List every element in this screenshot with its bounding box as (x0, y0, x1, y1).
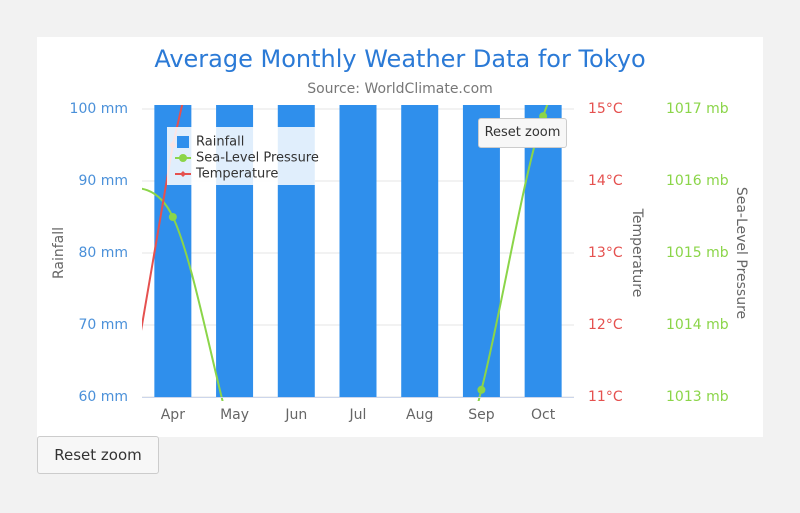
chart-subtitle: Source: WorldClimate.com (307, 81, 493, 97)
legend-label: Rainfall (196, 135, 244, 150)
y2-tick-label: 11°C (588, 389, 623, 405)
legend-symbol (177, 136, 189, 148)
chart-title: Average Monthly Weather Data for Tokyo (154, 45, 645, 73)
y2-tick-label: 14°C (588, 173, 623, 189)
y3-axis-title: Sea-Level Pressure (733, 187, 749, 319)
y3-tick-label: 1015 mb (666, 245, 729, 261)
y3-tick-label: 1016 mb (666, 173, 729, 189)
y3-tick-label: 1017 mb (666, 101, 729, 117)
legend-box (167, 127, 315, 185)
series-line (142, 105, 549, 401)
legend-symbol (179, 154, 187, 162)
reset-zoom-button[interactable]: Reset zoom (37, 436, 159, 474)
y2-tick-label: 12°C (588, 317, 623, 333)
y-tick-label: 60 mm (78, 389, 128, 405)
legend-label: Sea-Level Pressure (196, 151, 319, 166)
y-tick-label: 80 mm (78, 245, 128, 261)
bar (462, 105, 500, 397)
x-tick-label: Oct (531, 407, 556, 423)
x-tick-label: Aug (406, 407, 433, 423)
x-tick-label: May (220, 407, 249, 423)
bar (524, 105, 562, 397)
reset-zoom-button[interactable]: Reset zoom (478, 118, 567, 148)
y2-tick-label: 15°C (588, 101, 623, 117)
point-marker (231, 443, 239, 451)
point-marker (107, 501, 115, 509)
legend-symbol (180, 171, 186, 177)
x-tick-label: Sep (468, 407, 495, 423)
point-marker (477, 385, 486, 394)
point-marker (168, 213, 177, 221)
bar (401, 105, 439, 398)
y-tick-label: 100 mm (70, 101, 128, 117)
point-marker (601, 19, 609, 27)
y-tick-label: 70 mm (78, 317, 128, 333)
x-tick-label: Jun (284, 407, 307, 423)
y3-tick-label: 1013 mb (666, 389, 729, 405)
y3-tick-label: 1014 mb (666, 317, 729, 333)
x-tick-label: Apr (161, 407, 185, 423)
y-tick-label: 90 mm (78, 173, 128, 189)
y2-tick-label: 13°C (588, 245, 623, 261)
y-axis-title: Rainfall (51, 227, 67, 279)
legend-label: Temperature (195, 167, 278, 182)
y2-axis-title: Temperature (629, 208, 645, 298)
bar (339, 105, 377, 397)
x-tick-label: Jul (349, 407, 367, 423)
